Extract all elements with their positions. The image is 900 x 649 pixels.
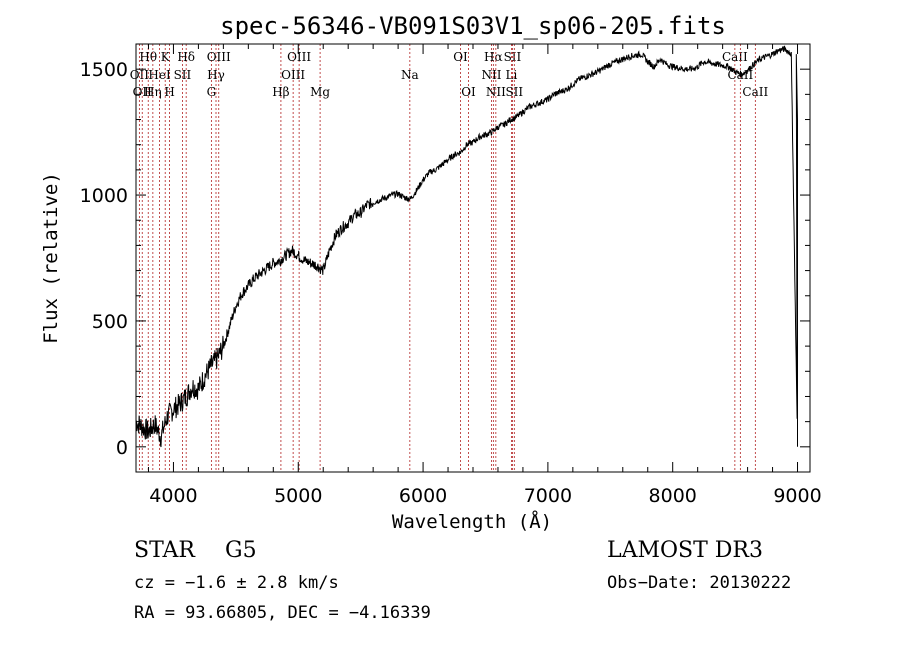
survey-label: LAMOST DR3 [607, 538, 763, 563]
y-tick-label-0: 0 [116, 437, 128, 459]
obs-date-text: Obs−Date: 20130222 [607, 573, 792, 593]
y-tick-label-1000: 1000 [80, 185, 128, 207]
spectrum-chart: spec-56346-VB091S03V1_sp06-205.fits OII O… [40, 12, 822, 533]
line-label-h: H [164, 85, 174, 99]
line-label-caii: CaII [742, 85, 768, 99]
line-markers: OIIOIIHθHηHeIKHSIIHδGHγOIIIHβOIIIOIIIMgN… [130, 44, 768, 472]
subclass-label: G5 [225, 538, 257, 563]
line-label-oiii: OIII [287, 50, 311, 64]
chart-title: spec-56346-VB091S03V1_sp06-205.fits [220, 12, 726, 40]
object-class: STAR G5 [134, 538, 257, 563]
x-tick-label-6000: 6000 [399, 485, 447, 507]
line-label-sii: SII [174, 68, 192, 82]
line-label-hα: Hα [484, 50, 503, 64]
spectrum-line [135, 45, 798, 448]
x-axis-label: Wavelength (Å) [392, 510, 552, 533]
line-label-mg: Mg [310, 85, 330, 99]
line-label-oii: OII [133, 85, 153, 99]
line-label-oiii: OIII [281, 68, 305, 82]
spectrum-series [135, 45, 798, 448]
line-label-hei: HeI [148, 68, 171, 82]
line-label-hη: Hη [144, 85, 162, 99]
y-tick-label-500: 500 [92, 311, 128, 333]
line-label-oi: OI [453, 50, 468, 64]
y-axis: 0 500 1000 1500 [80, 43, 810, 473]
line-label-oii: OII [130, 68, 150, 82]
line-label-nii: NII [486, 85, 506, 99]
plot-frame [135, 43, 811, 473]
line-label-hδ: Hδ [177, 50, 195, 64]
x-tick-label-9000: 9000 [773, 485, 821, 507]
line-label-na: Na [401, 68, 419, 82]
x-tick-label-7000: 7000 [524, 485, 572, 507]
line-label-sii: SII [505, 85, 523, 99]
line-label-nii: NII [481, 68, 501, 82]
line-label-caii: CaII [722, 50, 748, 64]
line-label-sii: SII [504, 50, 522, 64]
line-label-hβ: Hβ [272, 85, 289, 99]
coordinates-text: RA = 93.66805, DEC = −4.16339 [134, 603, 431, 623]
line-label-g: G [207, 85, 217, 99]
line-label-oiii: OIII [207, 50, 231, 64]
y-tick-label-1500: 1500 [80, 59, 128, 81]
line-label-k: K [161, 50, 171, 64]
line-label-li: Li [506, 68, 518, 82]
x-tick-label-8000: 8000 [649, 485, 697, 507]
class-label: STAR [134, 538, 195, 563]
x-axis: 4000 5000 6000 7000 8000 9000 [147, 44, 822, 507]
x-tick-label-4000: 4000 [149, 485, 197, 507]
x-tick-label-5000: 5000 [274, 485, 322, 507]
y-axis-label: Flux (relative) [40, 172, 62, 344]
redshift-text: cz = −1.6 ± 2.8 km/s [134, 573, 339, 593]
line-label-hθ: Hθ [139, 50, 157, 64]
line-label-oi: OI [461, 85, 476, 99]
line-label-hγ: Hγ [207, 68, 225, 82]
